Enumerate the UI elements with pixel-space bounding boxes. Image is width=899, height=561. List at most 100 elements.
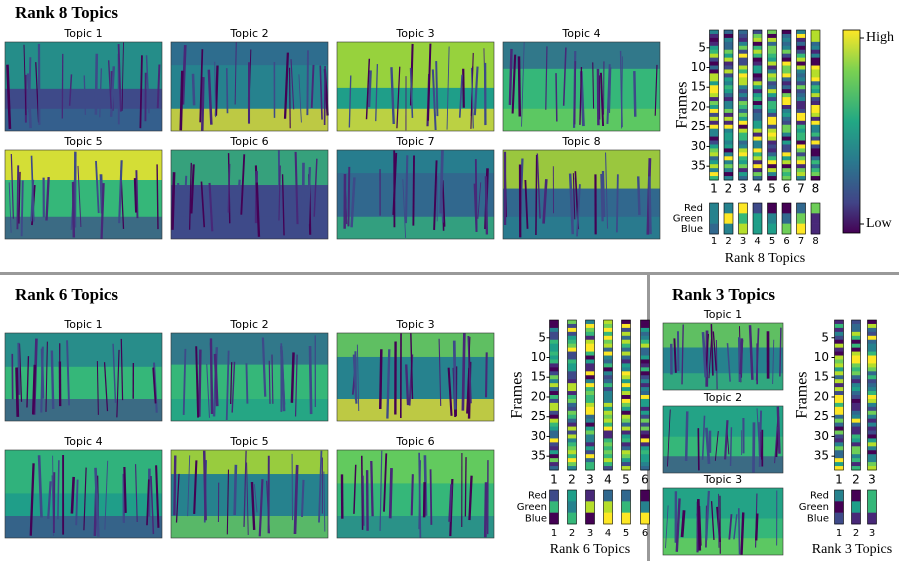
heatmap-cell <box>724 101 733 105</box>
heatmap-cell <box>586 336 595 340</box>
heatmap-cell <box>724 62 733 66</box>
heatmap-cell <box>586 434 595 438</box>
heatmap-cell <box>753 54 762 58</box>
heatmap-cell <box>622 328 631 332</box>
heatmap-cell <box>568 352 577 356</box>
heatmap-cell <box>739 85 748 89</box>
topic-map-tree <box>303 163 304 239</box>
heatmap-cell <box>852 391 861 395</box>
heatmap-cell <box>739 46 748 50</box>
heatmap-cell <box>739 152 748 156</box>
heatmap-cell <box>724 97 733 101</box>
heatmap-cell <box>641 415 650 419</box>
column-label: 6 <box>783 182 791 196</box>
heatmap-cell <box>604 431 613 435</box>
heatmap-cell <box>739 129 748 133</box>
heatmap-cell <box>868 450 877 454</box>
heatmap-cell <box>782 168 791 172</box>
heatmap-cell <box>641 431 650 435</box>
heatmap-cell <box>641 336 650 340</box>
heatmap-cell <box>550 403 559 407</box>
rgb-cell <box>641 490 650 502</box>
heatmap-cell <box>568 434 577 438</box>
topic-label: Topic 5 <box>63 135 102 148</box>
heatmap-cell <box>753 113 762 117</box>
topic-label: Topic 1 <box>703 308 742 321</box>
heatmap-cell <box>724 172 733 176</box>
topic-map-sky <box>503 150 660 189</box>
heatmap-cell <box>852 367 861 371</box>
heatmap-cell <box>868 371 877 375</box>
rgb-cell <box>868 490 877 502</box>
heatmap-cell <box>782 141 791 145</box>
rgb-cell <box>739 213 748 224</box>
topic-map-tree <box>22 180 23 236</box>
heatmap-cell <box>710 69 719 73</box>
heatmap-cell <box>852 423 861 427</box>
rgb-column-label: 1 <box>836 528 842 539</box>
heatmap-cell <box>739 101 748 105</box>
heatmap-cell <box>739 172 748 176</box>
topic-map-tree <box>371 461 372 516</box>
heatmap-cell <box>768 101 777 105</box>
heatmap-cell <box>852 407 861 411</box>
rgb-cell <box>586 501 595 513</box>
heatmap-cell <box>724 42 733 46</box>
heatmap-cell <box>797 97 806 101</box>
heatmap-cell <box>797 58 806 62</box>
heatmap-cell <box>852 458 861 462</box>
heatmap-cell <box>568 348 577 352</box>
heatmap-cell <box>724 85 733 89</box>
heatmap-cell <box>568 367 577 371</box>
heatmap-cell <box>811 121 820 125</box>
heatmap-cell <box>782 85 791 89</box>
topic-map-tree <box>617 174 618 232</box>
heatmap-cell <box>753 73 762 77</box>
heatmap-cell <box>768 85 777 89</box>
heatmap-cell <box>835 371 844 375</box>
heatmap-cell <box>586 359 595 363</box>
heatmap-cell <box>550 411 559 415</box>
rgb-cell <box>852 501 861 513</box>
heatmap-cell <box>782 69 791 73</box>
heatmap-cell <box>710 109 719 113</box>
heatmap-cell <box>868 427 877 431</box>
topic-map-tree <box>778 407 780 454</box>
heatmap-cell <box>868 438 877 442</box>
rgb-column-label: 7 <box>798 236 804 247</box>
heatmap-cell <box>710 38 719 42</box>
heatmap-cell <box>782 144 791 148</box>
topic-label: Topic 2 <box>229 27 268 40</box>
heatmap-cell <box>604 332 613 336</box>
heatmap-cell <box>835 458 844 462</box>
heatmap-cell <box>568 399 577 403</box>
heatmap-cell <box>797 129 806 133</box>
heatmap-cell <box>710 141 719 145</box>
heatmap-cell <box>797 85 806 89</box>
heatmap-cell <box>550 348 559 352</box>
heatmap-cell <box>852 427 861 431</box>
topic-map-tree <box>246 363 247 403</box>
heatmap-cell <box>710 58 719 62</box>
heatmap-cell <box>835 367 844 371</box>
heatmap-cell <box>550 395 559 399</box>
heatmap-cell <box>753 117 762 121</box>
heatmap-cell <box>868 356 877 360</box>
heatmap-cell <box>852 375 861 379</box>
topic-map-sky <box>337 42 494 88</box>
heatmap-cell <box>586 324 595 328</box>
heatmap-cell <box>782 160 791 164</box>
heatmap-cell <box>710 54 719 58</box>
topic-map-tree <box>235 465 236 515</box>
heatmap-cell <box>811 148 820 152</box>
topic-label: Topic 1 <box>63 318 102 331</box>
heatmap-cell <box>550 442 559 446</box>
heatmap-cell <box>710 62 719 66</box>
topic-label: Topic 7 <box>395 135 434 148</box>
heatmap-cell <box>768 34 777 38</box>
heatmap-cell <box>753 164 762 168</box>
heatmap-cell <box>753 172 762 176</box>
heatmap-cell <box>868 403 877 407</box>
heatmap-cell <box>739 69 748 73</box>
topic-map-tree <box>536 155 537 235</box>
